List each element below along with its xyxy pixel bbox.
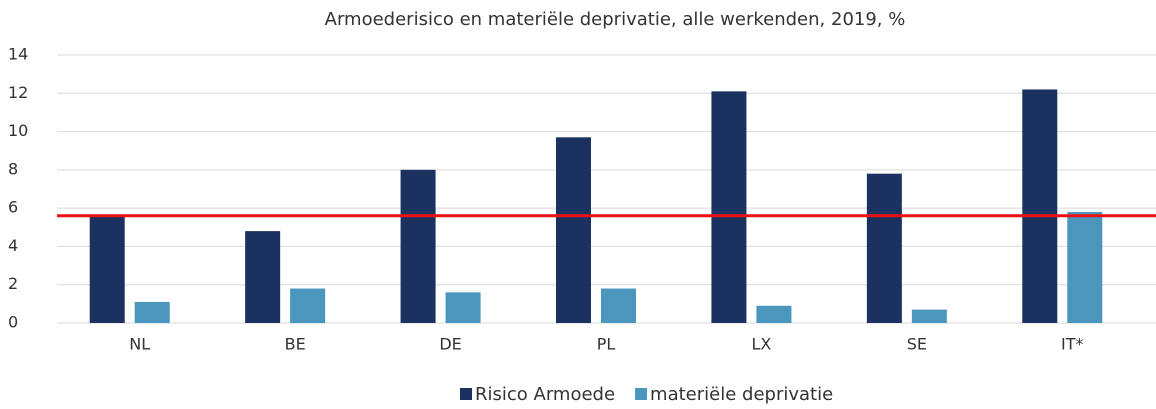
y-tick-label: 6	[8, 198, 18, 217]
bar	[134, 301, 170, 323]
y-tick-label: 10	[8, 121, 28, 140]
x-tick-label: PL	[597, 335, 616, 354]
bar	[911, 309, 947, 323]
bar	[601, 288, 636, 323]
bar	[445, 292, 481, 323]
y-tick-label: 0	[8, 313, 18, 332]
x-tick-label: NL	[129, 335, 150, 354]
bar	[400, 169, 436, 323]
x-tick-label: DE	[439, 335, 461, 354]
legend-swatch	[460, 388, 472, 400]
x-tick-label: LX	[751, 335, 771, 354]
bar	[1022, 89, 1058, 323]
y-tick-label: 12	[8, 83, 28, 102]
x-tick-label: SE	[907, 335, 927, 354]
y-tick-label: 2	[8, 274, 18, 293]
legend-label: Risico Armoede	[475, 384, 615, 405]
bar	[1067, 211, 1103, 323]
bar	[556, 137, 591, 323]
bar	[866, 173, 902, 323]
y-tick-label: 4	[8, 236, 18, 255]
y-tick-label: 8	[8, 159, 18, 178]
bar	[89, 215, 125, 323]
y-tick-label: 14	[8, 45, 28, 64]
bar	[756, 305, 792, 323]
legend-label: materiële deprivatie	[650, 384, 833, 405]
x-tick-label: IT*	[1061, 335, 1084, 354]
legend-swatch	[635, 388, 648, 400]
chart-title: Armoederisico en materiële deprivatie, a…	[325, 9, 906, 30]
bar	[245, 231, 281, 323]
bar	[290, 288, 326, 323]
x-tick-label: BE	[285, 335, 306, 354]
bar	[711, 91, 747, 323]
